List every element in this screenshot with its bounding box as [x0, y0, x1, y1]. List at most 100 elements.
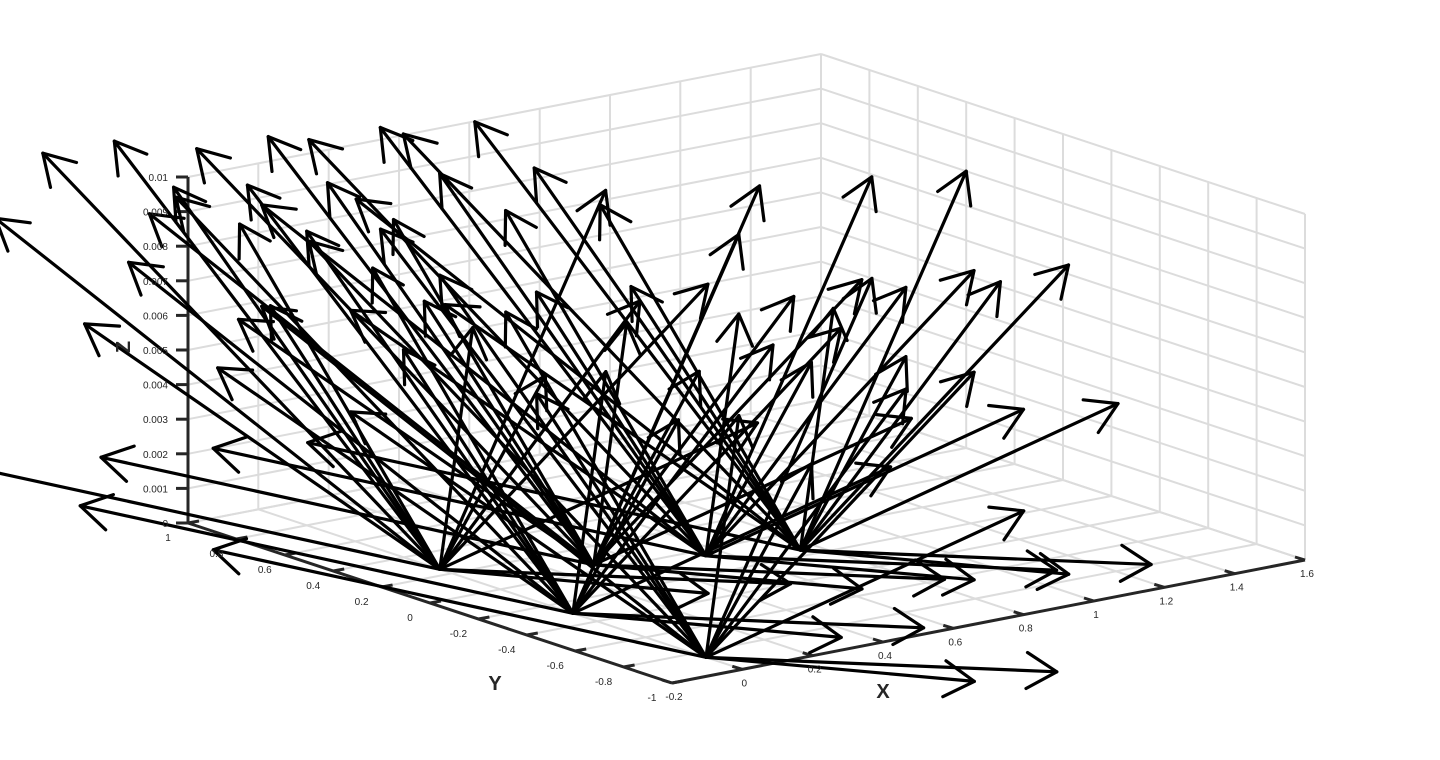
arrow-shaft [438, 172, 708, 558]
z-tick-label: 0.01 [149, 173, 169, 184]
arrow-head [306, 429, 343, 469]
arrow-head [174, 195, 212, 233]
arrow-head [172, 185, 208, 224]
arrow-head [211, 435, 248, 474]
arrow-head [874, 413, 914, 449]
arrow-shaft [571, 465, 893, 615]
arrow-shaft [211, 446, 708, 558]
x-tick-label: 1.2 [1159, 596, 1173, 607]
arrow-head [854, 461, 893, 498]
arrow-shaft [704, 509, 1026, 659]
arrow-shaft [41, 151, 442, 571]
arrow-head [715, 312, 755, 348]
x-tick-mark [1294, 555, 1306, 562]
x-tick-label: 0.2 [808, 665, 822, 676]
arrow-shaft [704, 285, 908, 558]
arrow-head [354, 197, 393, 234]
grid-line-back-z [187, 122, 822, 248]
arrow-shaft [211, 548, 708, 659]
arrow-shaft [704, 312, 741, 558]
x-tick-label: 1.4 [1230, 583, 1244, 594]
arrow-shaft [704, 655, 1059, 674]
arrow-head [759, 294, 796, 333]
arrow-head [503, 310, 539, 349]
arrow-head [721, 417, 760, 454]
arrow-head [443, 303, 482, 339]
x-tick-mark [661, 678, 673, 685]
x-tick-label: 1.6 [1300, 569, 1314, 580]
arrow-shaft [629, 284, 803, 552]
arrow-head [1118, 543, 1153, 583]
arrow-shaft [798, 280, 1003, 552]
arrow-shaft [798, 548, 1153, 567]
arrow-head [936, 169, 973, 208]
arrow-head [82, 322, 122, 358]
y-tick-label: -0.8 [595, 677, 613, 688]
x-tick-label: 0.8 [1019, 624, 1033, 635]
arrow-shaft [592, 184, 762, 567]
grid-line-back-z [187, 295, 822, 421]
arrow-shaft [172, 185, 442, 571]
arrow-head [891, 606, 926, 647]
x-tick-mark [802, 651, 814, 658]
y-axis-label: Y [488, 673, 502, 695]
grid-line-back-z [187, 87, 822, 213]
arrow-head [940, 557, 976, 597]
arrow-head [826, 278, 864, 316]
arrow-head [0, 217, 32, 253]
arrow-shaft [82, 322, 442, 571]
arrow-head [78, 493, 116, 532]
arrow-head [513, 374, 549, 413]
arrow-shaft [391, 217, 596, 567]
arrow-head [260, 203, 298, 240]
arrow-shaft [147, 212, 596, 567]
arrow-shaft [704, 387, 908, 659]
x-tick-label: -0.2 [665, 692, 683, 703]
arrow-shaft [798, 263, 1071, 552]
arrow-shaft [306, 441, 803, 552]
arrow-head [473, 120, 509, 159]
z-tick-label: 0.006 [143, 311, 168, 322]
arrow-shaft [260, 203, 708, 558]
arrow-shaft [112, 139, 442, 571]
arrow-head [966, 280, 1003, 319]
z-tick-label: 0.009 [143, 208, 168, 219]
x-tick-label: 0 [742, 678, 748, 689]
arrow-shaft [592, 563, 947, 581]
y-tick-mark [623, 663, 635, 669]
arrow-head [828, 566, 864, 606]
arrow-head [1033, 263, 1071, 301]
arrow-head [349, 308, 388, 344]
y-tick-label: 1 [165, 533, 171, 544]
arrow-head [211, 536, 249, 576]
z-tick-label: 0.004 [143, 381, 168, 392]
arrow-head [325, 181, 362, 220]
arrow-head [1024, 549, 1059, 589]
z-tick-label: 0.002 [143, 450, 168, 461]
arrow-head [729, 184, 766, 223]
y-tick-label: 0.8 [209, 549, 223, 560]
x-tick-mark [942, 623, 954, 630]
x-axis-label: X [876, 681, 890, 703]
arrow-shaft [704, 655, 976, 684]
arrow-head [378, 125, 415, 164]
arrow-shaft [798, 402, 1120, 552]
arrow-shaft [798, 548, 1071, 576]
arrow-head [912, 558, 947, 598]
arrow-head [401, 132, 439, 170]
z-tick-label: 0.008 [143, 242, 168, 253]
z-axis-label: Z [113, 341, 135, 353]
arrow-head [112, 139, 149, 178]
x-tick-mark [1153, 582, 1165, 589]
arrow-shaft [0, 471, 442, 571]
z-tick-label: 0 [162, 519, 168, 530]
arrow-shaft [438, 374, 547, 571]
arrow-head [236, 317, 275, 353]
arrow-shaft [592, 294, 796, 567]
arrow-head [237, 222, 272, 261]
z-tick-label: 0.007 [143, 277, 168, 288]
arrow-shaft [534, 290, 708, 558]
arrow-shaft [532, 166, 803, 552]
x-tick-mark [1224, 569, 1236, 576]
